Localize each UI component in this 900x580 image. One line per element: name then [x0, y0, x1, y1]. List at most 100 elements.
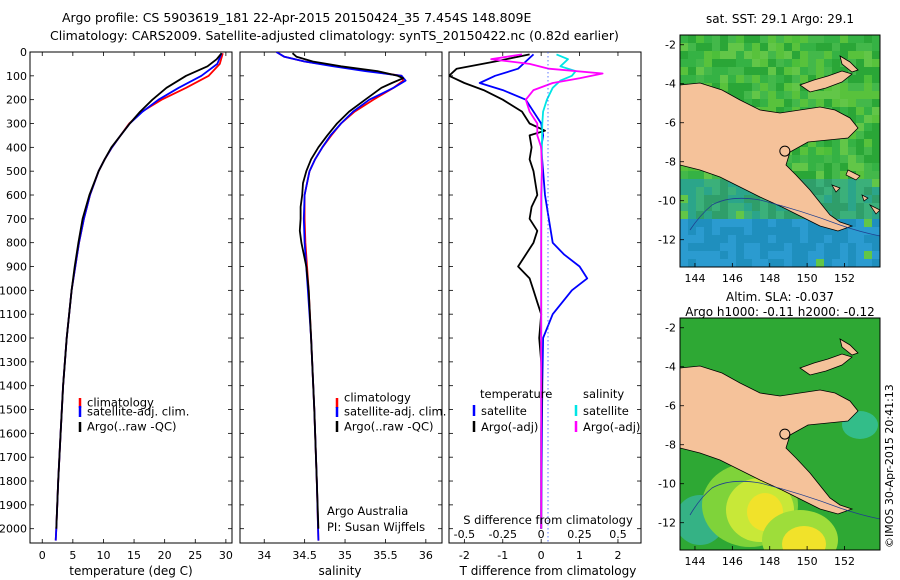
sst-cell	[824, 147, 833, 156]
sst-cell	[872, 155, 880, 164]
sst-cell	[760, 75, 769, 84]
sst-cell	[856, 219, 865, 228]
sst-cell	[696, 67, 705, 76]
sst-cell	[792, 67, 801, 76]
sst-cell	[704, 171, 713, 180]
sla-map-axes: 144 146 148 150 152 -2 -4 -6 -8 -10 -12	[658, 322, 855, 568]
x-tick-label: 35.5	[373, 549, 398, 562]
sst-cell	[680, 227, 689, 236]
sst-cell	[832, 259, 841, 267]
sst-cell	[840, 179, 849, 188]
sst-cell	[776, 259, 785, 267]
sst-cell	[776, 243, 785, 252]
sst-cell	[776, 219, 785, 228]
sst-cell	[816, 227, 825, 236]
sst-cell	[784, 43, 793, 52]
legend-argo: Argo(..raw -QC)	[344, 420, 434, 434]
sst-cell	[864, 75, 873, 84]
map-x-tick-label: 144	[684, 555, 705, 568]
sst-cell	[872, 99, 880, 108]
sst-cell	[712, 179, 721, 188]
depth-tick-label: 1800	[0, 475, 27, 488]
sst-cell	[728, 203, 737, 212]
sst-cell	[792, 91, 801, 100]
sst-cell	[872, 91, 880, 100]
legend-t-satellite: satellite	[481, 404, 527, 418]
sst-cell	[864, 107, 873, 116]
sst-cell	[736, 35, 745, 44]
sst-cell	[864, 227, 873, 236]
sst-cell	[856, 155, 865, 164]
sst-cell	[688, 235, 697, 244]
sst-cell	[816, 179, 825, 188]
sst-cell	[848, 227, 857, 236]
sst-cell	[792, 99, 801, 108]
map-y-tick-label: -6	[665, 117, 676, 130]
sst-cell	[776, 235, 785, 244]
sst-cell	[832, 147, 841, 156]
temperature-series	[54, 52, 224, 541]
sst-cell	[864, 99, 873, 108]
sst-cell	[872, 219, 880, 228]
sst-cell	[872, 43, 880, 52]
sst-cell	[856, 115, 865, 124]
sst-cell	[728, 91, 737, 100]
sst-cell	[752, 243, 761, 252]
sst-cell	[704, 243, 713, 252]
series-line-argo-raw-qc-	[55, 52, 223, 529]
sst-cell	[728, 35, 737, 44]
sst-cell	[848, 147, 857, 156]
sst-cell	[864, 235, 873, 244]
sst-cell	[688, 171, 697, 180]
sst-cell	[808, 227, 817, 236]
depth-tick-label: 1400	[0, 380, 27, 393]
sst-cell	[760, 43, 769, 52]
sst-cell	[752, 219, 761, 228]
sst-cell	[712, 35, 721, 44]
sst-cell	[752, 59, 761, 68]
sst-cell	[704, 187, 713, 196]
sst-cell	[848, 235, 857, 244]
x-tick-label: 5	[69, 549, 76, 562]
sst-cell	[760, 235, 769, 244]
sst-cell	[768, 259, 777, 267]
sst-cell	[792, 219, 801, 228]
sst-cell	[688, 203, 697, 212]
sst-cell	[792, 75, 801, 84]
sst-cell	[704, 203, 713, 212]
sst-cell	[680, 259, 689, 267]
sst-cell	[808, 155, 817, 164]
sst-cell	[872, 123, 880, 132]
sst-cell	[784, 91, 793, 100]
sst-cell	[848, 99, 857, 108]
sst-cell	[744, 75, 753, 84]
x-tick-label: 1	[576, 549, 583, 562]
sst-cell	[824, 195, 833, 204]
sst-cell	[792, 43, 801, 52]
depth-tick-label: 200	[6, 94, 27, 107]
sst-cell	[728, 235, 737, 244]
sst-cell	[768, 235, 777, 244]
map-y-tick-label: -10	[658, 195, 676, 208]
sst-cell	[792, 163, 801, 172]
sst-cell	[832, 211, 841, 220]
sst-cell	[768, 59, 777, 68]
series-line-climatology	[54, 52, 224, 541]
sst-cell	[848, 43, 857, 52]
sst-cell	[744, 59, 753, 68]
sst-cell	[696, 259, 705, 267]
sst-cell	[864, 171, 873, 180]
sla-map-title: Altim. SLA: -0.037	[726, 290, 834, 304]
sst-cell	[824, 139, 833, 148]
sst-cell	[720, 203, 729, 212]
sst-cell	[744, 259, 753, 267]
sst-cell	[808, 75, 817, 84]
sst-cell	[712, 203, 721, 212]
sst-cell	[680, 187, 689, 196]
sst-cell	[800, 155, 809, 164]
sst-map-frame	[679, 34, 881, 268]
sst-cell	[720, 251, 729, 260]
map-y-tick-label: -12	[658, 517, 676, 530]
title-line-2: Climatology: CARS2009. Satellite-adjuste…	[50, 28, 619, 43]
depth-tick-label: 1900	[0, 499, 27, 512]
